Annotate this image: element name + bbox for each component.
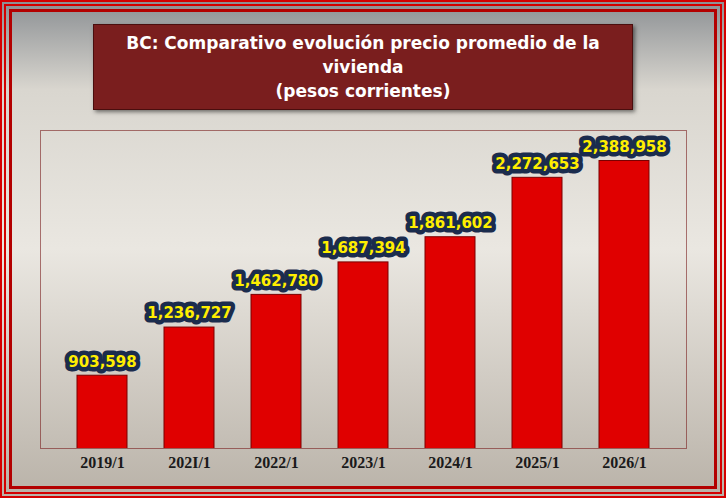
svg-text:1,236,727: 1,236,727 [147,304,231,322]
svg-text:2,388,958: 2,388,958 [582,138,666,156]
svg-text:1,462,780: 1,462,780 [234,272,318,290]
svg-text:202I/1: 202I/1 [168,454,211,471]
svg-text:2023/1: 2023/1 [341,454,385,471]
html-text:BC: Comparativo evolución prec: BC: Comparativo evolución precio promedi… [126,33,600,77]
svg-text:2022/1: 2022/1 [254,454,298,471]
svg-text:2019/1: 2019/1 [80,454,124,471]
svg-text:903,598: 903,598 [68,353,136,371]
svg-text:2026/1: 2026/1 [602,454,646,471]
svg-text:2024/1: 2024/1 [428,454,472,471]
html-text:(pesos corrientes): (pesos corrientes) [275,81,451,101]
svg-text:1,687,394: 1,687,394 [321,239,405,257]
svg-text:2025/1: 2025/1 [515,454,559,471]
svg-text:2,272,653: 2,272,653 [495,155,579,173]
svg-text:1,861,602: 1,861,602 [408,214,492,232]
